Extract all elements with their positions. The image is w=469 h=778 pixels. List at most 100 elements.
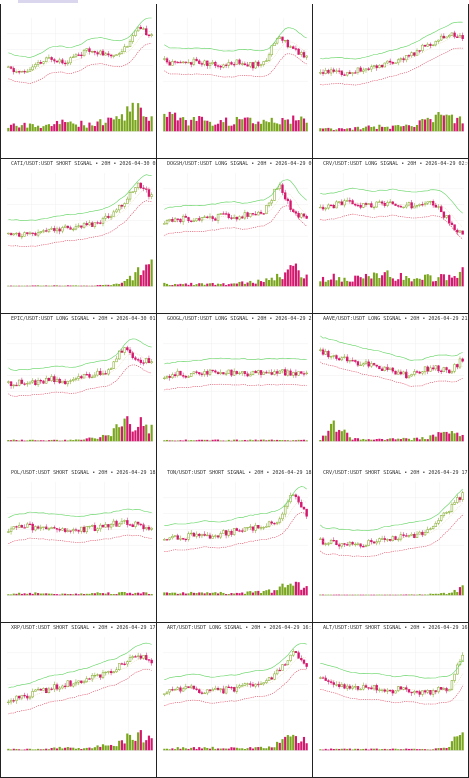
volume-bar	[42, 440, 45, 442]
volume-bar	[267, 589, 271, 596]
volume-bar	[267, 279, 271, 287]
candle	[165, 220, 169, 224]
volume-bar	[440, 274, 443, 287]
volume-bar	[198, 747, 201, 751]
volume-bar	[42, 126, 45, 132]
volume-bar	[34, 440, 37, 442]
candle	[289, 654, 292, 661]
candle	[270, 372, 273, 375]
mid-band-line	[320, 35, 463, 74]
candle	[192, 58, 196, 65]
candle	[232, 216, 236, 219]
volume-bar	[118, 118, 121, 132]
chart-title: ALT/USDT:USDT SHORT SIGNAL • 20H • 2026-…	[323, 625, 468, 631]
volume-bar	[286, 119, 289, 132]
candle	[15, 71, 18, 73]
candle	[109, 215, 113, 218]
volume-bar	[265, 278, 268, 287]
volume-bar	[195, 440, 198, 442]
chart-panel	[157, 4, 313, 159]
candle	[241, 216, 244, 219]
volume-bar	[362, 438, 365, 442]
volume-bar	[265, 590, 268, 596]
chart-plot	[163, 637, 308, 751]
volume-bar	[139, 593, 142, 596]
volume-bar	[351, 129, 354, 132]
volume-bar	[203, 439, 206, 442]
candle	[77, 376, 80, 379]
candle	[55, 684, 59, 690]
candle	[55, 60, 59, 63]
candle	[77, 225, 80, 227]
volume-bar	[99, 284, 102, 287]
candle	[238, 685, 241, 688]
volume-bar	[34, 285, 37, 287]
volume-bar	[281, 279, 284, 287]
volume-bar	[31, 439, 34, 442]
candle	[458, 230, 462, 233]
volume-bar	[104, 284, 107, 287]
candle	[421, 690, 424, 695]
volume-bar	[101, 434, 105, 442]
volume-bar	[110, 117, 113, 132]
candle	[128, 41, 132, 47]
candle	[423, 202, 427, 205]
candle	[415, 533, 419, 538]
candle	[343, 200, 346, 206]
candle	[257, 370, 260, 374]
candle	[265, 680, 268, 683]
volume-bar	[375, 273, 378, 287]
candle	[120, 204, 124, 207]
volume-bar	[206, 439, 209, 442]
volume-bar	[142, 116, 145, 132]
volume-bar	[96, 592, 99, 596]
candle	[53, 228, 56, 232]
candle	[278, 370, 281, 374]
candle	[439, 206, 443, 213]
candle	[324, 351, 327, 355]
candle	[80, 526, 83, 532]
volume-bar	[442, 274, 445, 287]
lower-band-line	[8, 364, 152, 397]
volume-bar	[233, 124, 236, 132]
volume-bar	[190, 747, 193, 751]
volume-bar	[292, 265, 295, 287]
volume-bar	[273, 440, 276, 442]
volume-bar	[64, 593, 67, 596]
candle	[230, 369, 233, 376]
active-tab[interactable]	[18, 0, 78, 3]
candle	[179, 538, 182, 540]
candle	[195, 688, 198, 690]
volume-bar	[214, 748, 217, 751]
volume-bar	[182, 284, 185, 287]
lower-band-line	[8, 43, 152, 84]
volume-bar	[211, 746, 214, 751]
volume-bar	[184, 439, 187, 442]
candle	[367, 687, 370, 689]
volume-bar	[171, 440, 174, 442]
upper-band-line	[8, 174, 152, 221]
volume-bar	[222, 283, 225, 287]
volume-bar	[235, 283, 238, 287]
volume-bar	[115, 594, 118, 596]
candle	[109, 671, 113, 673]
candle	[134, 187, 137, 192]
volume-bar	[434, 436, 437, 442]
volume-bar	[262, 439, 265, 442]
volume-bar	[28, 592, 32, 596]
volume-bar	[168, 440, 171, 442]
candle	[232, 687, 236, 692]
chart-grid: CATI/USDT:USDT SHORT SIGNAL • 20H • 2026…	[0, 4, 469, 778]
volume-bar	[134, 592, 137, 596]
candle	[246, 527, 249, 529]
candle	[208, 216, 212, 218]
volume-bar	[37, 748, 40, 751]
candle	[388, 201, 392, 203]
candle	[112, 520, 115, 525]
candle	[47, 377, 51, 381]
candle	[50, 57, 53, 60]
candle	[45, 377, 48, 384]
volume-bar	[389, 276, 392, 287]
lower-band-line	[164, 205, 307, 236]
volume-bar	[343, 594, 346, 596]
